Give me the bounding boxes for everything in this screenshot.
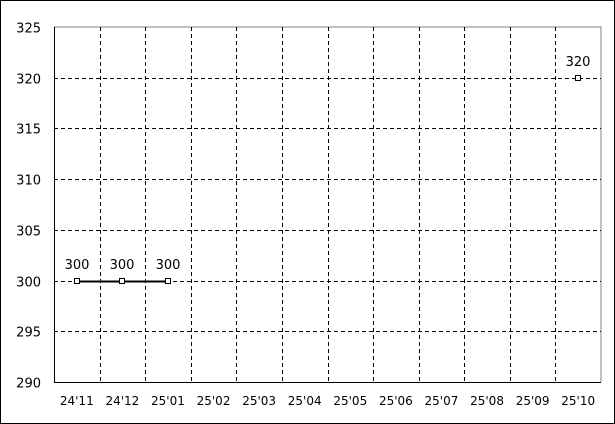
x-tick-label: 25'01: [151, 394, 185, 408]
data-label: 300: [156, 258, 181, 273]
x-tick-label: 25'07: [425, 394, 459, 408]
x-tick-label: 25'02: [197, 394, 231, 408]
y-tick-label: 320: [16, 73, 41, 88]
data-point-marker: [575, 75, 581, 81]
data-label: 320: [566, 55, 591, 70]
y-tick-label: 305: [16, 225, 41, 240]
y-tick-label: 290: [16, 377, 41, 392]
x-tick-label: 25'06: [379, 394, 413, 408]
x-tick-label: 25'03: [242, 394, 276, 408]
data-point-marker: [165, 278, 171, 284]
y-tick-label: 325: [16, 22, 41, 37]
y-tick-label: 300: [16, 276, 41, 291]
y-tick-label: 315: [16, 123, 41, 138]
plot-frame: [54, 26, 602, 382]
x-tick-label: 25'10: [561, 394, 595, 408]
x-tick-label: 25'08: [470, 394, 504, 408]
x-tick-label: 25'09: [516, 394, 550, 408]
y-tick-label: 295: [16, 326, 41, 341]
y-tick-label: 310: [16, 174, 41, 189]
data-label: 300: [110, 258, 135, 273]
data-point-marker: [119, 278, 125, 284]
x-tick-label: 25'04: [288, 394, 322, 408]
data-point-marker: [74, 278, 80, 284]
data-label: 300: [65, 258, 90, 273]
x-tick-label: 24'12: [105, 394, 139, 408]
x-tick-label: 24'11: [60, 394, 94, 408]
x-tick-label: 25'05: [333, 394, 367, 408]
